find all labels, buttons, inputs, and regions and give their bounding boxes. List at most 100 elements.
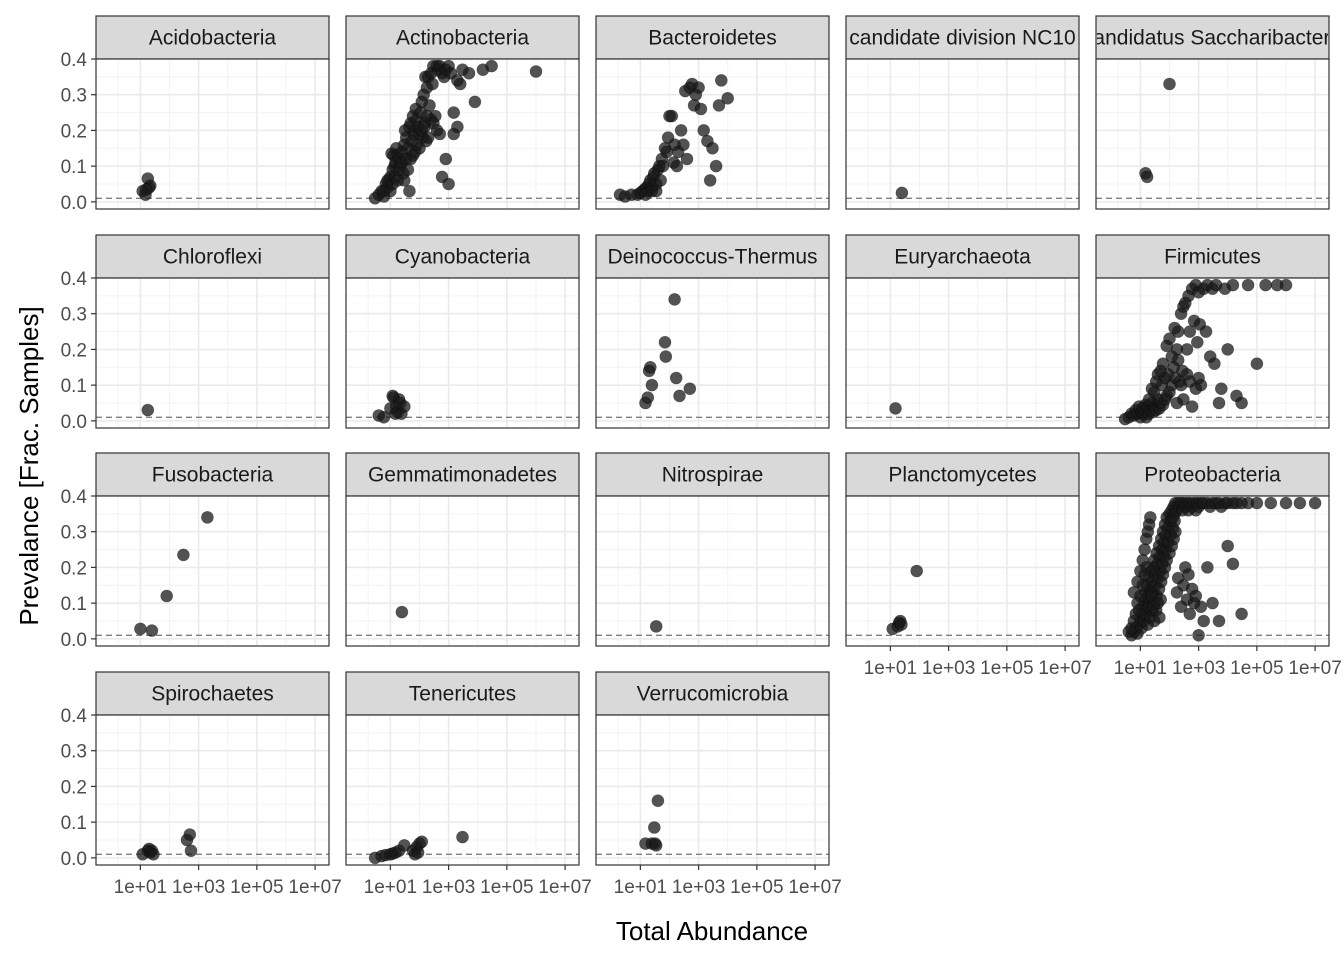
y-tick-label: 0.4: [61, 50, 88, 71]
y-tick-label: 0.0: [61, 849, 87, 870]
x-tick-label: 1e+07: [788, 877, 841, 898]
data-point: [889, 402, 902, 415]
y-tick-label: 0.4: [61, 706, 88, 727]
data-point: [1241, 278, 1255, 292]
data-point: [1156, 357, 1170, 371]
data-point: [1180, 343, 1194, 356]
data-points: [613, 74, 735, 203]
data-point: [1189, 382, 1203, 396]
data-point: [680, 152, 694, 166]
data-point: [697, 124, 711, 137]
facet-candidatus-saccharibacteria: Candidatus Saccharibacteria: [1078, 15, 1344, 210]
facet-actinobacteria: Actinobacteria: [345, 15, 580, 210]
panel-grid: [1096, 59, 1329, 209]
data-points: [1118, 278, 1293, 426]
facet-strip-label: Nitrospirae: [662, 464, 764, 487]
data-point: [656, 159, 670, 173]
data-point: [670, 159, 684, 173]
data-point: [1163, 77, 1176, 91]
facet-strip-label: Verrucomicrobia: [637, 683, 789, 706]
data-point: [668, 293, 681, 306]
data-point: [1183, 325, 1197, 338]
panel-grid: [596, 278, 829, 428]
data-point: [456, 830, 469, 844]
data-point: [649, 620, 663, 633]
data-point: [712, 99, 726, 112]
data-point: [1169, 525, 1182, 539]
facet-strip: [345, 452, 580, 497]
panel-grid: [96, 496, 329, 646]
facet-strip: [845, 452, 1080, 497]
y-tick-label: 0.4: [61, 487, 88, 508]
facet-strip: [95, 671, 330, 716]
data-point: [709, 159, 723, 173]
data-point: [1136, 553, 1149, 567]
data-point: [1235, 396, 1248, 410]
facet-candidate-division-nc10: candidate division NC10: [845, 15, 1080, 210]
data-point: [669, 371, 683, 385]
data-point: [665, 109, 679, 123]
data-point: [1212, 614, 1226, 628]
facet-strip-label: Candidatus Saccharibacteria: [1078, 27, 1344, 50]
data-points: [368, 59, 543, 205]
facet-strip: [595, 15, 830, 60]
data-point: [141, 403, 155, 417]
panel-border: [595, 495, 830, 647]
data-point: [1158, 393, 1172, 406]
panel-border: [345, 495, 580, 647]
data-point: [1199, 325, 1213, 338]
x-axis-title: Total Abundance: [616, 916, 808, 946]
y-tick-label: 0.1: [61, 157, 87, 178]
data-point: [673, 389, 686, 403]
data-point: [714, 74, 728, 87]
data-point: [468, 95, 482, 109]
x-tick-label: 1e+01: [614, 877, 667, 898]
panel-grid: [846, 278, 1079, 428]
data-point: [1134, 564, 1147, 578]
facet-tenericutes: Tenericutes: [345, 671, 580, 866]
panel-grid: [846, 496, 1079, 646]
data-point: [395, 605, 409, 619]
facet-strip: [595, 234, 830, 279]
panel-border: [595, 58, 830, 210]
facet-spirochaetes: Spirochaetes: [95, 671, 330, 866]
panel-grid: [346, 278, 579, 428]
panel-background: [596, 715, 829, 865]
y-tick-label: 0.2: [61, 121, 87, 142]
x-tick-label: 1e+01: [114, 877, 167, 898]
x-tick-label: 1e+03: [672, 877, 725, 898]
data-point: [674, 124, 688, 137]
facet-strip-label: candidate division NC10: [849, 27, 1075, 50]
data-point: [177, 548, 190, 562]
facet-strip-label: Actinobacteria: [396, 27, 529, 50]
panel-background: [346, 496, 579, 646]
data-point: [677, 138, 690, 151]
facet-strip-label: Planctomycetes: [888, 464, 1036, 487]
y-tick-label: 0.2: [61, 777, 87, 798]
data-point: [1163, 332, 1176, 346]
data-points: [136, 828, 198, 861]
facet-strip: [845, 15, 1080, 60]
data-point: [147, 847, 160, 861]
facet-strip: [345, 234, 580, 279]
facet-strip-label: Fusobacteria: [152, 464, 274, 487]
data-point: [895, 618, 908, 631]
facet-strip: [1095, 15, 1330, 60]
facet-firmicutes: Firmicutes: [1095, 234, 1330, 429]
data-point: [1250, 357, 1264, 371]
x-tick-label: 1e+03: [172, 877, 225, 898]
data-point: [485, 59, 498, 73]
data-points: [639, 293, 697, 410]
data-point: [1189, 589, 1203, 603]
data-point: [1194, 600, 1208, 614]
data-point: [1127, 586, 1141, 599]
panel-border: [345, 714, 580, 866]
panel-border: [345, 58, 580, 210]
facet-strip: [595, 671, 830, 716]
data-point: [397, 174, 411, 187]
panel-border: [1095, 277, 1330, 429]
x-tick-label: 1e+05: [980, 658, 1033, 679]
data-point: [1140, 170, 1154, 184]
data-point: [1171, 353, 1185, 367]
data-point: [645, 378, 659, 392]
